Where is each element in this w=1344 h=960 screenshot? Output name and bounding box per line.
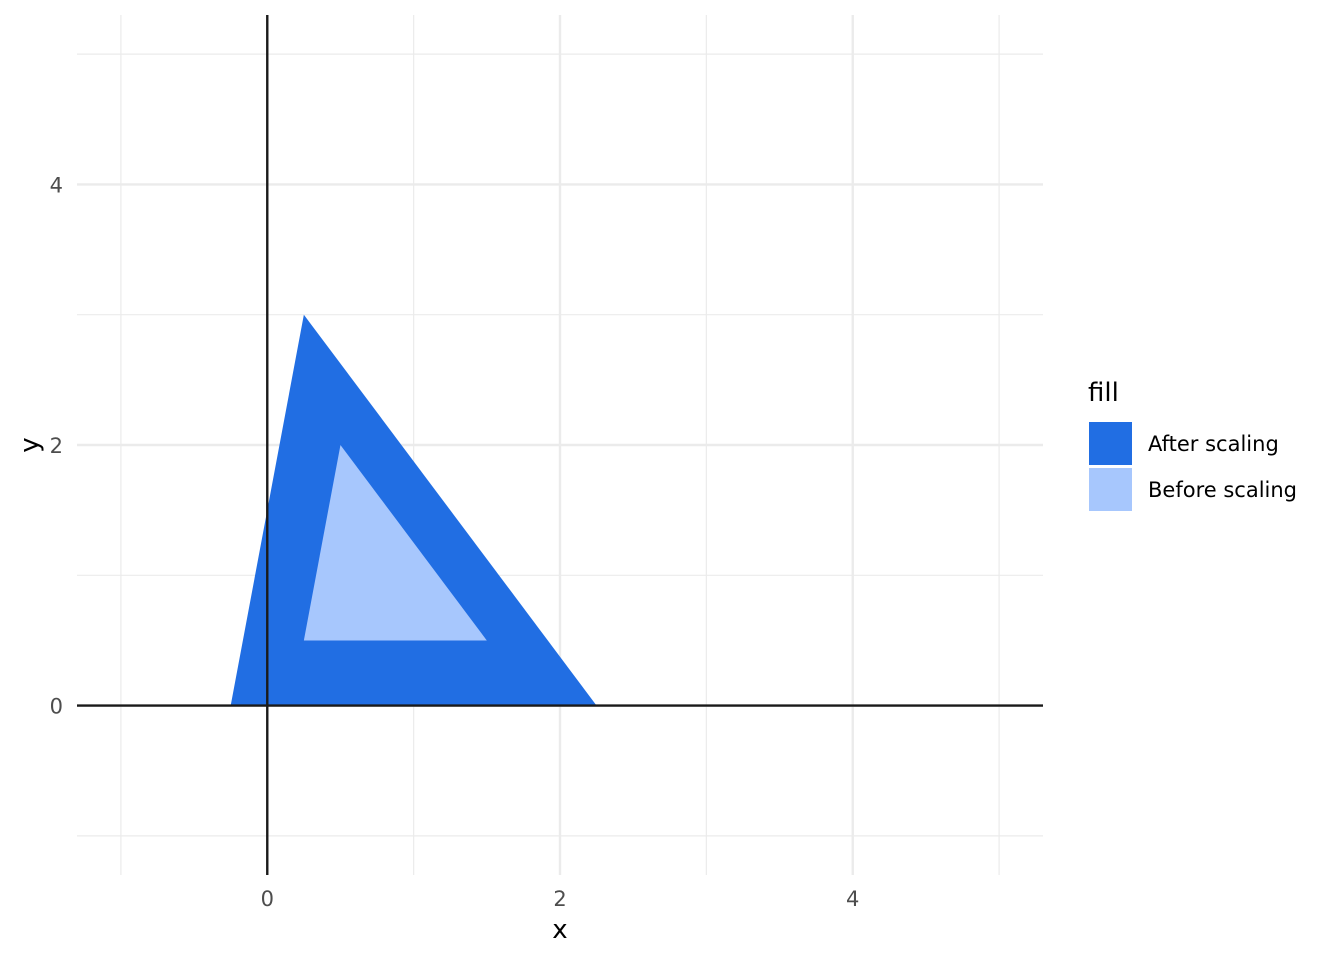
y-tick-label: 2 xyxy=(50,434,63,458)
legend-key xyxy=(1089,422,1132,465)
legend-key xyxy=(1089,468,1132,511)
x-tick-label: 2 xyxy=(553,887,566,911)
x-tick-label: 4 xyxy=(846,887,859,911)
polygon-before-scaling xyxy=(303,445,487,641)
legend-label: Before scaling xyxy=(1148,478,1297,502)
legend: fill After scaling Before scaling xyxy=(1088,378,1297,511)
y-tick-label: 0 xyxy=(50,695,63,719)
reference-lines xyxy=(77,15,1043,875)
x-axis-tick-labels: 0 2 4 xyxy=(261,887,860,911)
y-axis-tick-labels: 0 2 4 xyxy=(50,173,63,718)
x-tick-label: 0 xyxy=(261,887,274,911)
y-tick-label: 4 xyxy=(50,173,63,197)
y-axis-title: y xyxy=(15,437,45,452)
legend-label: After scaling xyxy=(1148,432,1279,456)
x-axis-title: x xyxy=(552,915,567,945)
polygons xyxy=(230,314,597,706)
major-gridlines xyxy=(77,15,1043,875)
legend-title: fill xyxy=(1088,378,1119,408)
